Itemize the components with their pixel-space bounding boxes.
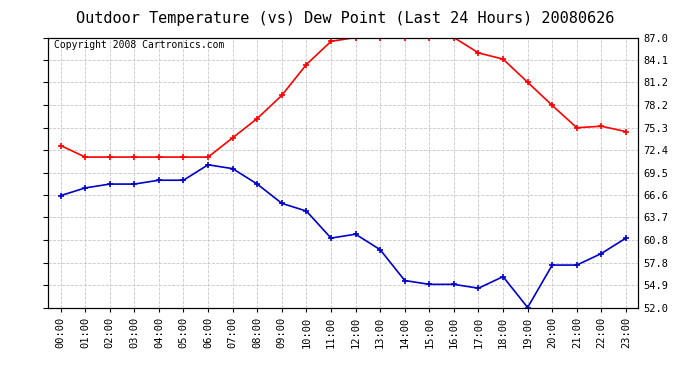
Text: Copyright 2008 Cartronics.com: Copyright 2008 Cartronics.com: [55, 40, 224, 50]
Text: Outdoor Temperature (vs) Dew Point (Last 24 Hours) 20080626: Outdoor Temperature (vs) Dew Point (Last…: [76, 11, 614, 26]
